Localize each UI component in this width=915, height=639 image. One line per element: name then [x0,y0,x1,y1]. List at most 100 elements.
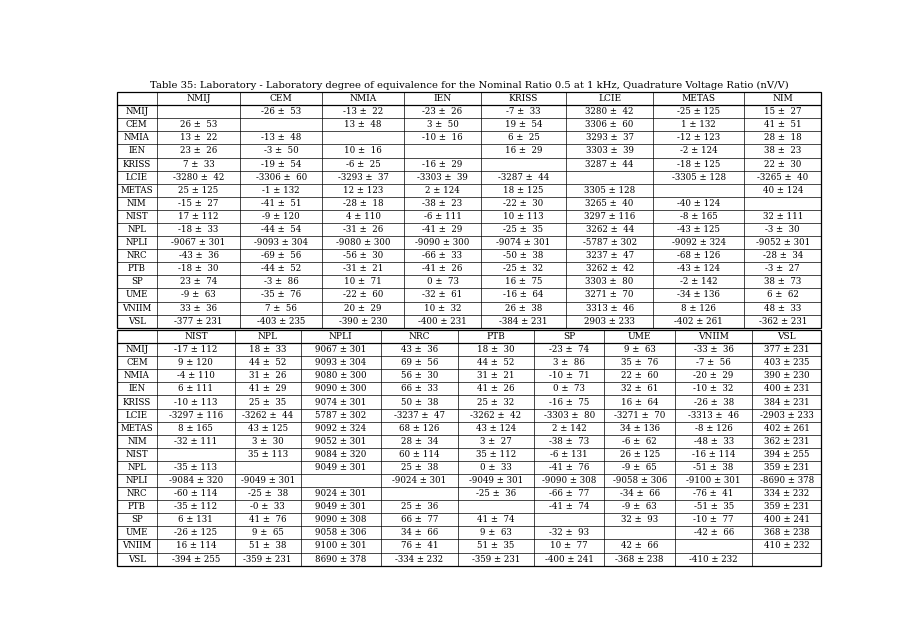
Text: 13 ±  22: 13 ± 22 [180,134,217,142]
Text: -3293 ±  37: -3293 ± 37 [338,173,389,181]
Text: 23 ±  26: 23 ± 26 [180,146,217,155]
Text: -50 ±  38: -50 ± 38 [503,251,544,260]
Text: 3237 ±  47: 3237 ± 47 [586,251,634,260]
Text: 26 ±  38: 26 ± 38 [505,304,543,312]
Text: 41 ±  76: 41 ± 76 [249,515,286,525]
Text: 3262 ±  44: 3262 ± 44 [586,225,634,234]
Text: -18 ±  33: -18 ± 33 [178,225,219,234]
Text: KRISS: KRISS [123,397,151,406]
Text: -10 ±  71: -10 ± 71 [549,371,589,380]
Text: 38 ±  73: 38 ± 73 [764,277,802,286]
Text: -3306 ±  60: -3306 ± 60 [255,173,307,181]
Text: NIM: NIM [772,94,793,103]
Text: 400 ± 231: 400 ± 231 [764,385,810,394]
Text: -26 ±  53: -26 ± 53 [262,107,301,116]
Text: 68 ± 126: 68 ± 126 [399,424,440,433]
Text: 9024 ± 301: 9024 ± 301 [315,489,367,498]
Text: 50 ±  38: 50 ± 38 [401,397,438,406]
Text: NMIJ: NMIJ [125,345,148,354]
Text: 26 ±  53: 26 ± 53 [180,120,217,129]
Text: 16 ±  75: 16 ± 75 [505,277,543,286]
Text: -26 ±  38: -26 ± 38 [694,397,734,406]
Text: 394 ± 255: 394 ± 255 [764,450,810,459]
Text: -6 ±  25: -6 ± 25 [346,160,381,169]
Text: 48 ±  33: 48 ± 33 [764,304,802,312]
Text: 3 ±  27: 3 ± 27 [480,437,511,446]
Text: IEN: IEN [434,94,452,103]
Text: 9100 ± 301: 9100 ± 301 [315,541,367,550]
Text: 26 ± 125: 26 ± 125 [619,450,660,459]
Text: -6 ± 111: -6 ± 111 [424,212,461,221]
Text: 34 ±  66: 34 ± 66 [401,528,438,537]
Text: -43 ± 125: -43 ± 125 [677,225,720,234]
Text: -359 ± 231: -359 ± 231 [243,555,292,564]
Text: 3 ±  86: 3 ± 86 [554,358,585,367]
Text: 16 ±  64: 16 ± 64 [621,397,659,406]
Text: 368 ± 238: 368 ± 238 [764,528,810,537]
Text: -3303 ±  39: -3303 ± 39 [417,173,468,181]
Text: -9093 ± 304: -9093 ± 304 [254,238,308,247]
Text: -3305 ± 128: -3305 ± 128 [672,173,726,181]
Text: -403 ± 235: -403 ± 235 [257,317,306,326]
Text: 10 ±  77: 10 ± 77 [550,541,588,550]
Text: VNIIM: VNIIM [122,304,151,312]
Text: 9 ±  63: 9 ± 63 [624,345,655,354]
Text: 3 ±  50: 3 ± 50 [426,120,458,129]
Text: -41 ±  76: -41 ± 76 [549,463,589,472]
Text: -10 ± 113: -10 ± 113 [174,397,218,406]
Text: 9084 ± 320: 9084 ± 320 [315,450,367,459]
Text: 15 ±  27: 15 ± 27 [764,107,802,116]
Text: 44 ±  52: 44 ± 52 [249,358,286,367]
Text: -31 ±  26: -31 ± 26 [343,225,383,234]
Text: 17 ± 112: 17 ± 112 [178,212,219,221]
Text: -9 ± 120: -9 ± 120 [263,212,300,221]
Text: -69 ±  56: -69 ± 56 [261,251,301,260]
Text: -8 ± 126: -8 ± 126 [694,424,733,433]
Text: -1 ± 132: -1 ± 132 [263,186,300,195]
Text: 4 ± 110: 4 ± 110 [346,212,381,221]
Text: -34 ± 136: -34 ± 136 [677,291,720,300]
Text: -0 ±  33: -0 ± 33 [251,502,285,511]
Text: -9080 ± 300: -9080 ± 300 [336,238,391,247]
Text: 23 ±  74: 23 ± 74 [180,277,217,286]
Text: -35 ± 112: -35 ± 112 [174,502,218,511]
Text: -9049 ± 301: -9049 ± 301 [241,476,295,485]
Text: 9049 ± 301: 9049 ± 301 [315,463,367,472]
Text: 41 ±  51: 41 ± 51 [764,120,802,129]
Text: NRC: NRC [126,251,147,260]
Text: -17 ± 112: -17 ± 112 [174,345,218,354]
Text: CEM: CEM [126,358,147,367]
Text: 3262 ±  42: 3262 ± 42 [586,265,634,273]
Text: -3287 ±  44: -3287 ± 44 [498,173,549,181]
Text: CEM: CEM [270,94,293,103]
Text: 334 ± 232: 334 ± 232 [764,489,810,498]
Text: -9 ±  65: -9 ± 65 [622,463,657,472]
Text: -400 ± 241: -400 ± 241 [544,555,594,564]
Text: -9067 ± 301: -9067 ± 301 [171,238,226,247]
Text: -44 ±  54: -44 ± 54 [261,225,301,234]
Text: 9058 ± 306: 9058 ± 306 [315,528,367,537]
Text: METAS: METAS [121,424,153,433]
Text: -410 ± 232: -410 ± 232 [689,555,738,564]
Text: LCIE: LCIE [125,173,147,181]
Text: 32 ±  61: 32 ± 61 [621,385,659,394]
Text: -25 ±  38: -25 ± 38 [248,489,288,498]
Text: 9067 ± 301: 9067 ± 301 [315,345,367,354]
Text: -3237 ±  47: -3237 ± 47 [394,411,445,420]
Text: PTB: PTB [128,265,145,273]
Text: 22 ±  30: 22 ± 30 [764,160,802,169]
Text: 7 ±  33: 7 ± 33 [183,160,214,169]
Text: 40 ± 124: 40 ± 124 [762,186,803,195]
Text: 0 ±  73: 0 ± 73 [554,385,585,394]
Text: 3265 ±  40: 3265 ± 40 [586,199,634,208]
Text: 3306 ±  60: 3306 ± 60 [586,120,634,129]
Text: -4 ± 110: -4 ± 110 [177,371,215,380]
Text: 362 ± 231: 362 ± 231 [764,437,810,446]
Text: 3 ±  30: 3 ± 30 [252,437,284,446]
Text: 43 ± 124: 43 ± 124 [476,424,516,433]
Text: VSL: VSL [128,555,145,564]
Text: -76 ±  41: -76 ± 41 [694,489,734,498]
Text: 25 ± 125: 25 ± 125 [178,186,219,195]
Text: 3313 ±  46: 3313 ± 46 [586,304,634,312]
Text: -3271 ±  70: -3271 ± 70 [614,411,665,420]
